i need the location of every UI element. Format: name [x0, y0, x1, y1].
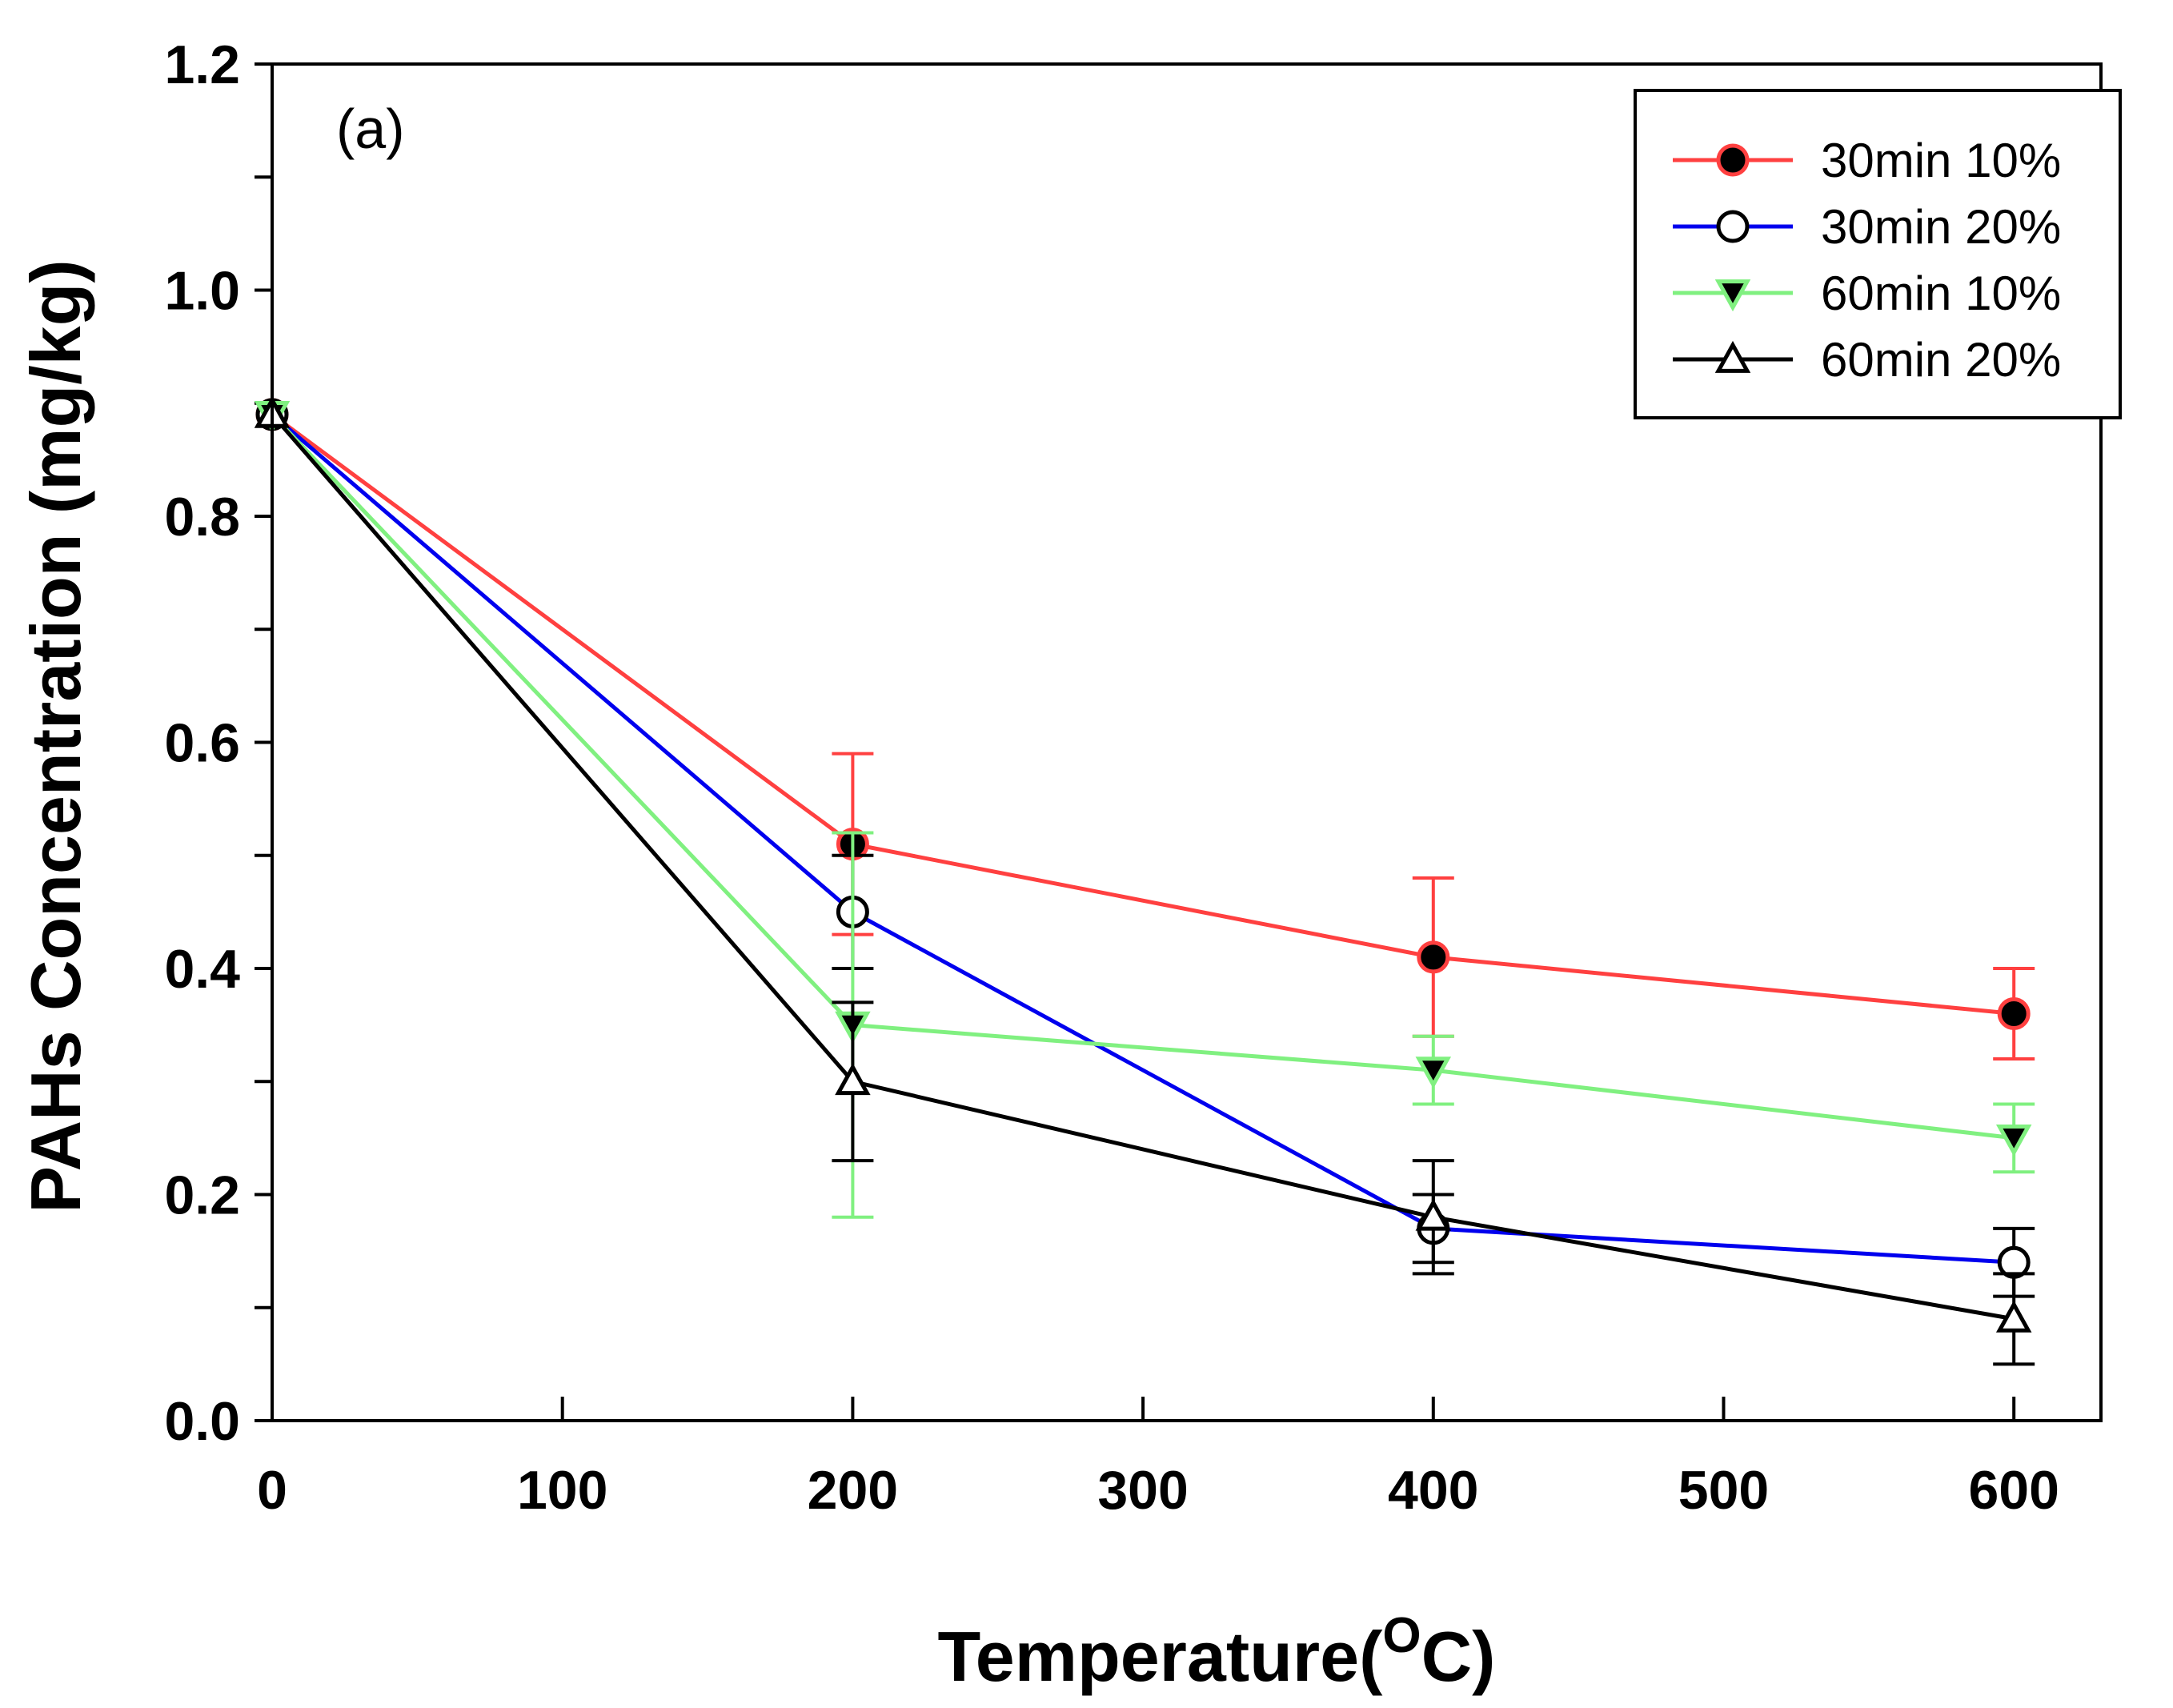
legend-label: 60min 10% [1821, 267, 2061, 320]
x-axis-title-main: Temperature( [938, 1617, 1384, 1696]
legend-label: 60min 20% [1821, 333, 2061, 387]
x-tick-label: 200 [808, 1460, 898, 1521]
y-tick-label: 0.0 [164, 1391, 240, 1452]
x-tick-label: 0 [257, 1460, 287, 1521]
legend-box [1634, 89, 2122, 419]
y-tick-label: 1.0 [164, 261, 240, 322]
tick-labels: 0 100 200 300 400 500 600 0.0 0.2 0.4 0.6 0.8 1.0 1.2 [164, 34, 2059, 1521]
y-axis-title: PAHs Concentration (mg/kg) [16, 259, 95, 1213]
y-tick-label: 0.6 [164, 713, 240, 774]
y-tick-label: 1.2 [164, 34, 240, 95]
x-tick-label: 300 [1097, 1460, 1188, 1521]
legend: 30min 10% 30min 20% 60min 10% 60min 20% [1634, 89, 2122, 419]
data-point [1997, 997, 2031, 1030]
x-axis-title-superscript: O [1382, 1608, 1421, 1663]
data-point [1417, 940, 1450, 974]
legend-label: 30min 10% [1821, 134, 2061, 187]
y-tick-label: 0.2 [164, 1165, 240, 1226]
series-line [271, 412, 2015, 1265]
data-point [1415, 1056, 1452, 1089]
x-tick-label: 400 [1388, 1460, 1478, 1521]
legend-label: 30min 20% [1821, 200, 2061, 254]
x-axis-title-suffix: C) [1421, 1617, 1496, 1696]
legend-marker [1714, 340, 1751, 373]
data-series [254, 395, 2035, 1366]
y-tick-label: 0.8 [164, 487, 240, 547]
data-point [835, 1063, 871, 1096]
plot-frame [271, 62, 2103, 1422]
series-3 [254, 395, 2035, 1366]
axis-ticks [255, 62, 2016, 1422]
data-point [1995, 1124, 2032, 1157]
series-line [271, 413, 2015, 1141]
x-tick-label: 100 [517, 1460, 607, 1521]
x-axis-title: Temperature(OC) [938, 1608, 1496, 1696]
data-point [1415, 1198, 1452, 1231]
panel-label: (a) [336, 98, 405, 160]
data-point [1995, 1300, 2032, 1333]
y-tick-label: 0.4 [164, 939, 240, 1000]
x-tick-label: 500 [1678, 1460, 1769, 1521]
legend-marker [1714, 279, 1751, 312]
legend-marker [1716, 143, 1750, 177]
series-line [271, 413, 2015, 1321]
series-line [271, 412, 2015, 1016]
x-tick-label: 600 [1968, 1460, 2059, 1521]
legend-marker [1716, 210, 1750, 243]
